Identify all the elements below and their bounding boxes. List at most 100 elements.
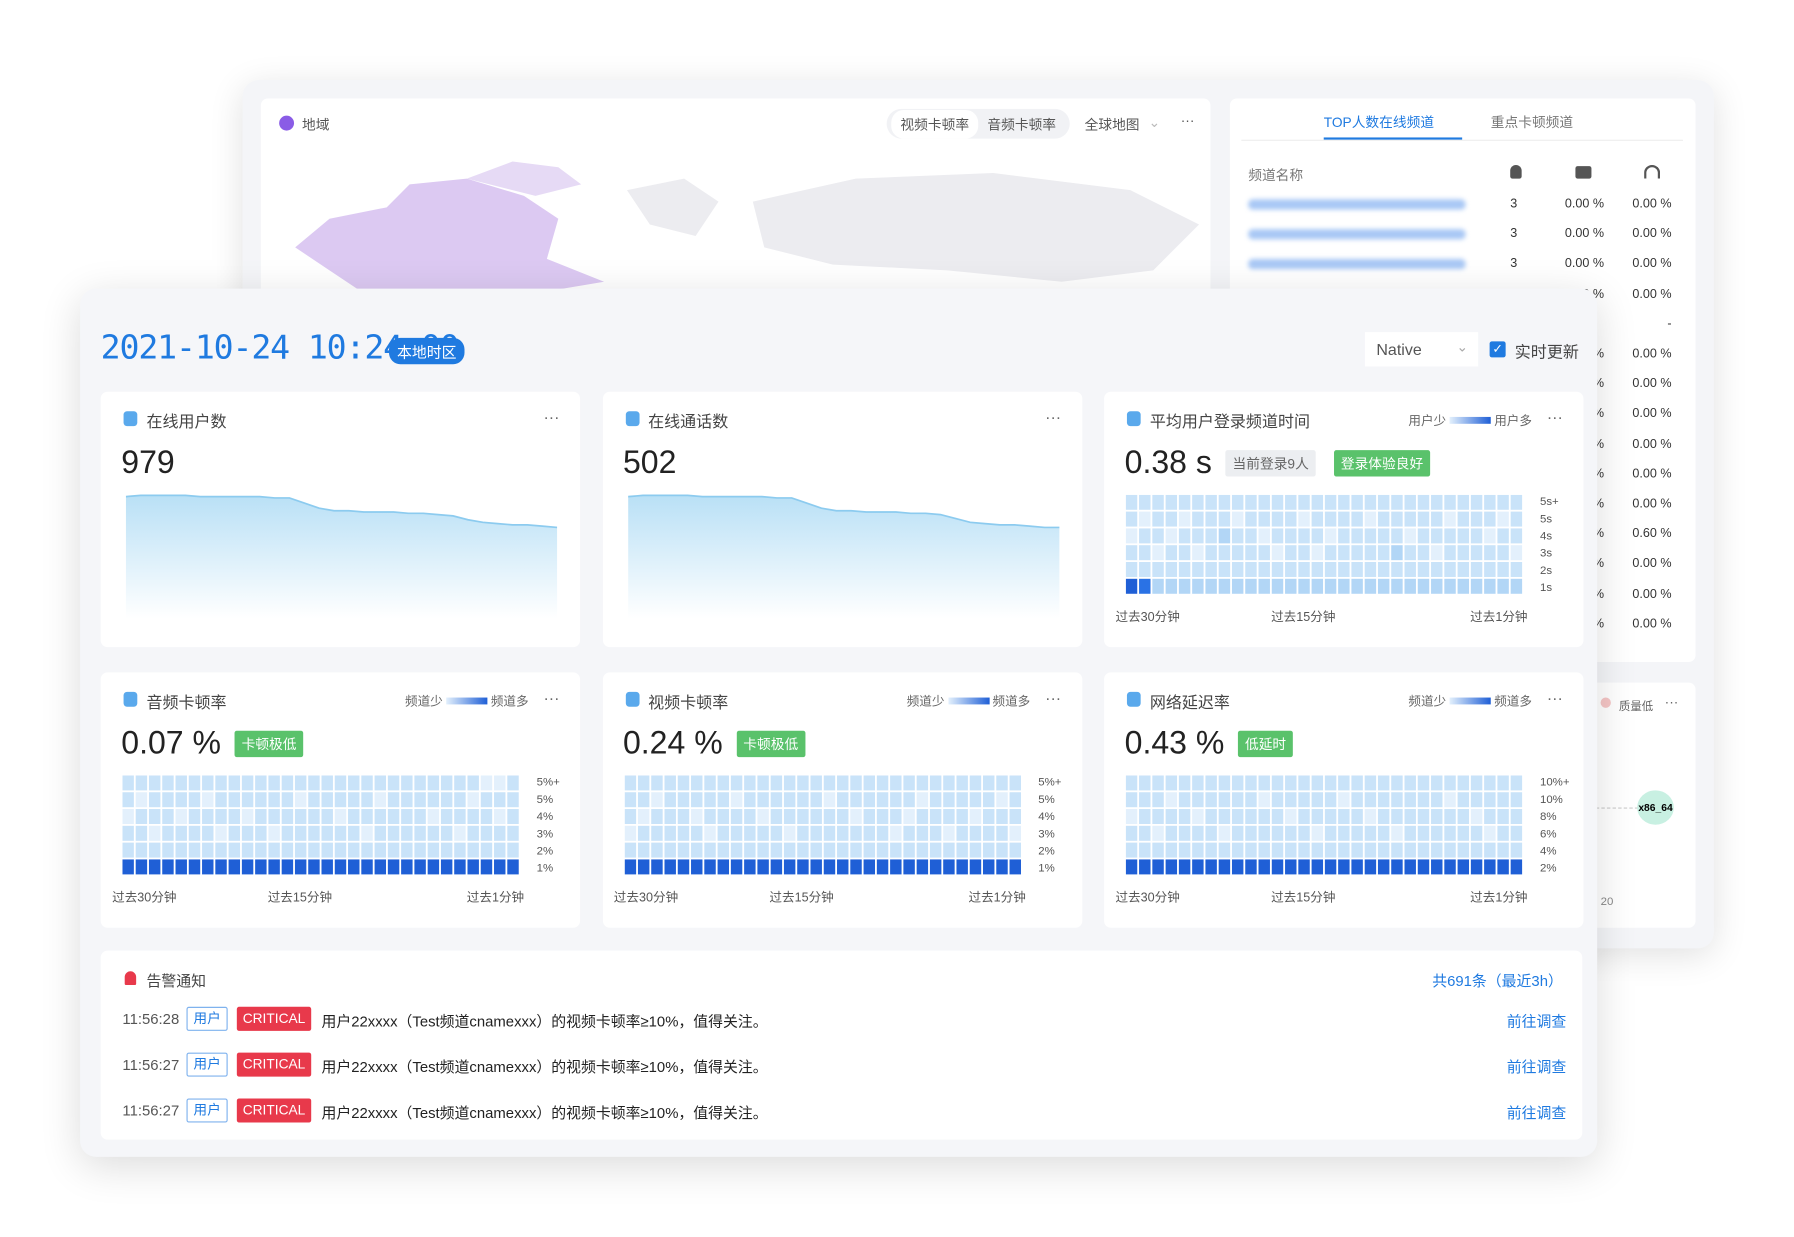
heat-cell [1338, 528, 1350, 544]
heat-cell [862, 809, 875, 825]
heat-cell [348, 842, 360, 858]
heat-cell [1457, 842, 1470, 858]
heat-cell [294, 859, 307, 875]
audio-rate: 0.00 % [1632, 347, 1672, 361]
legend-gradient [446, 697, 488, 705]
alert-time: 11:56:28 [122, 1010, 180, 1028]
alert-action[interactable]: 前往调查 [1506, 1058, 1567, 1076]
heat-cell [1178, 792, 1191, 808]
heat-cell [942, 842, 955, 858]
node: x86_64 [1637, 790, 1674, 825]
x-label: 过去15分钟 [1271, 610, 1336, 625]
heat-cell [321, 859, 333, 875]
card-icon [1126, 411, 1141, 427]
heat-cell [1364, 511, 1377, 527]
heat-cell [916, 775, 928, 791]
heat-cell [1205, 494, 1217, 510]
heat-cell [1298, 775, 1310, 791]
heat-cell [387, 842, 400, 858]
y-label: 2% [1539, 862, 1557, 876]
legend-high: 频道多 [1494, 695, 1532, 710]
heat-cell [1271, 842, 1284, 858]
world-map [295, 161, 1200, 294]
audio-rate: 0.00 % [1632, 467, 1672, 481]
heat-cell [1231, 775, 1244, 791]
select[interactable]: Native ⌄ [1364, 332, 1479, 367]
quality-card: 质量低 ··· x86_64 20 [1584, 682, 1696, 928]
heat-cell [148, 792, 161, 808]
more: ··· [543, 688, 560, 707]
heat-cell [507, 825, 519, 841]
heat-cell [308, 859, 320, 875]
map-tab[interactable]: 视频卡顿率 [891, 109, 979, 139]
legend-low: 频道少 [405, 695, 443, 710]
heat-cell [823, 809, 835, 825]
heat-cell [1218, 562, 1231, 577]
heat-cell [849, 842, 862, 858]
alert-action[interactable]: 前往调查 [1506, 1012, 1567, 1030]
heat-cell [1497, 825, 1509, 841]
heat-cell [387, 809, 400, 825]
heat-cell [1245, 494, 1257, 510]
alerts-total[interactable]: 共691条（最近3h） [1432, 972, 1563, 990]
heat-cell [1444, 494, 1456, 510]
heat-cell [348, 792, 360, 808]
map-dropdown[interactable]: 全球地图 [1084, 116, 1140, 133]
map-tab[interactable]: 音频卡顿率 [987, 116, 1057, 133]
heat-cell [1351, 859, 1363, 875]
heat-cell [1218, 859, 1231, 875]
heat-cell [1324, 578, 1337, 594]
card-icon [1126, 691, 1141, 707]
heat-cell [427, 792, 440, 808]
tab[interactable]: 重点卡顿频道 [1490, 114, 1574, 131]
tab-active[interactable]: TOP人数在线频道 [1323, 114, 1435, 131]
heat-cell [361, 775, 373, 791]
heat-cell [783, 842, 795, 858]
heat-cell [1377, 511, 1390, 527]
heatmap [1125, 775, 1523, 875]
heat-cell [624, 792, 636, 808]
heat-cell [717, 775, 729, 791]
heat-cell [730, 792, 742, 808]
heat-cell [268, 842, 280, 858]
y-label: 4s [1539, 530, 1553, 543]
heat-cell [1444, 528, 1456, 544]
heat-cell [1470, 792, 1483, 808]
alert-action[interactable]: 前往调查 [1506, 1104, 1567, 1122]
heat-cell [1285, 809, 1297, 825]
checkbox-label[interactable]: 实时更新 [1514, 342, 1579, 361]
heat-cell [1139, 528, 1151, 544]
more[interactable]: ··· [1180, 112, 1195, 129]
value-row: 0.38 s 当前登录9人 登录体验良好 [1125, 444, 1431, 481]
heat-cell [1311, 792, 1324, 808]
heat-cell [637, 792, 649, 808]
heat-cell [1338, 775, 1350, 791]
heat-cell [1125, 562, 1138, 577]
audio-rate: 0.00 % [1632, 227, 1672, 241]
heat-cell [1139, 825, 1151, 841]
alert-message: 用户22xxxx（Test频道cnamexxx）的视频卡顿率≥10%，值得关注。 [321, 1104, 768, 1122]
heat-cell [889, 792, 901, 808]
heat-cell [494, 825, 506, 841]
heat-cell [1324, 545, 1337, 561]
heat-cell [1404, 792, 1416, 808]
heat-cell [1125, 825, 1138, 841]
checkbox[interactable]: ✓ [1489, 341, 1506, 358]
heat-cell [1008, 825, 1021, 841]
heat-cell [1152, 859, 1164, 875]
heat-cell [1457, 825, 1470, 841]
more[interactable]: ··· [1664, 694, 1679, 711]
heat-cell [1484, 825, 1496, 841]
heat-cell [823, 825, 835, 841]
heat-cell [770, 792, 782, 808]
more: ··· [1045, 407, 1062, 427]
heat-cell [480, 825, 493, 841]
heat-cell [1258, 528, 1270, 544]
heat-cell [969, 859, 981, 875]
map-tabs: 视频卡顿率 音频卡顿率 [886, 108, 1070, 139]
heat-cell [876, 775, 888, 791]
heat-cell [228, 809, 241, 825]
heat-cell [1351, 842, 1363, 858]
heat-cell [294, 775, 307, 791]
heat-cell [663, 825, 676, 841]
